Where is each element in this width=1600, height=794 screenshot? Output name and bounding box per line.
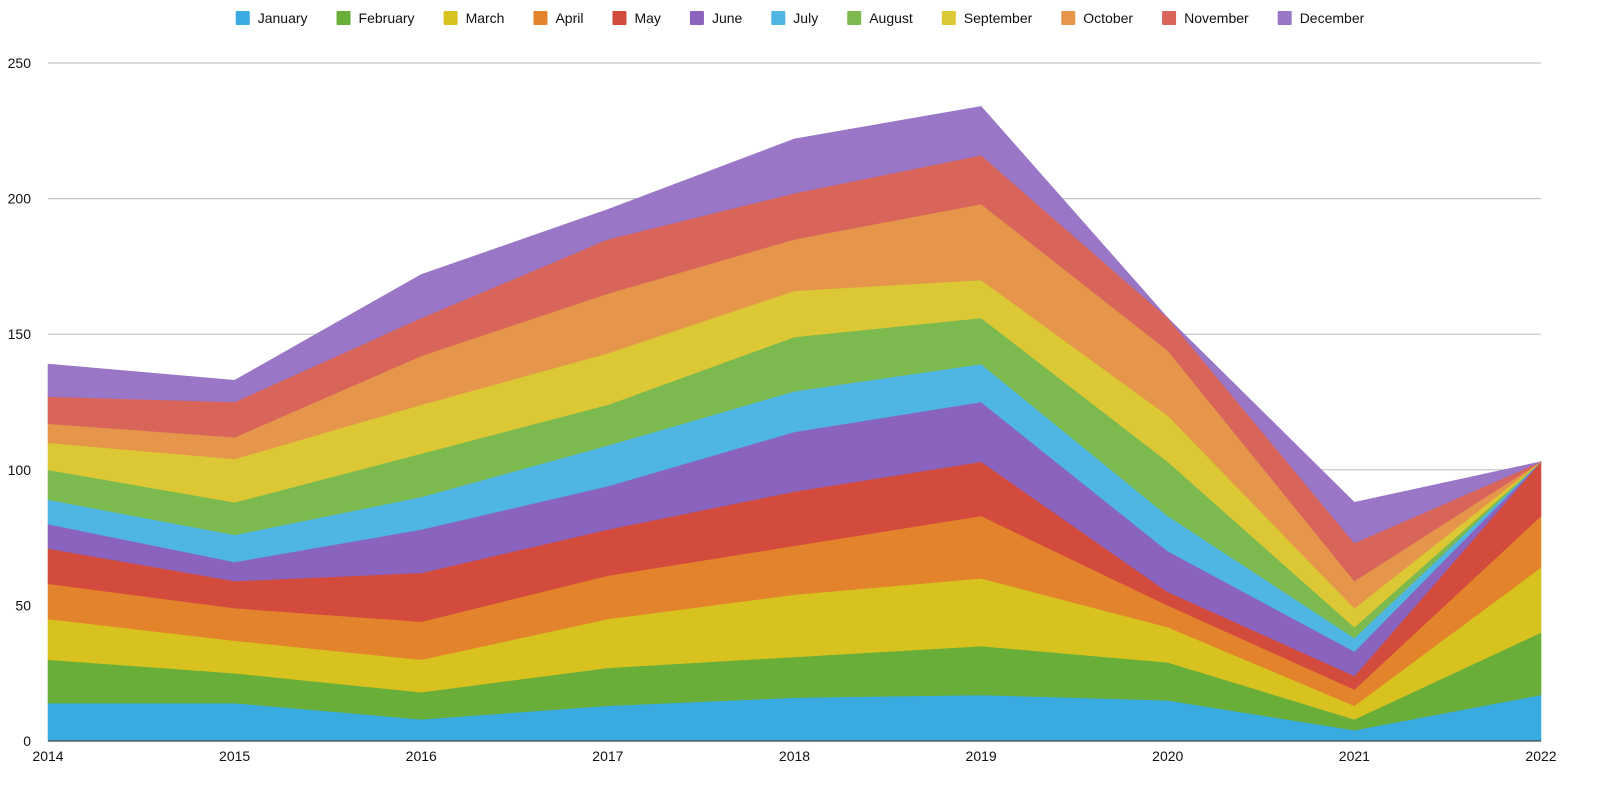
y-tick-label-50: 50 — [15, 597, 31, 613]
legend-item-april[interactable]: April — [533, 10, 583, 26]
y-tick-label-0: 0 — [23, 733, 31, 749]
legend-label-june: June — [712, 10, 743, 26]
legend-item-july[interactable]: July — [771, 10, 818, 26]
legend-item-february[interactable]: February — [336, 10, 415, 26]
y-tick-label-250: 250 — [8, 55, 32, 71]
legend-swatch-april — [533, 11, 548, 25]
x-tick-label-2015: 2015 — [219, 748, 250, 764]
x-tick-label-2020: 2020 — [1152, 748, 1183, 764]
legend-label-july: July — [793, 10, 818, 26]
legend-item-september[interactable]: September — [941, 10, 1033, 26]
x-tick-label-2019: 2019 — [966, 748, 997, 764]
legend-item-august[interactable]: August — [847, 10, 913, 26]
legend-swatch-march — [443, 11, 458, 25]
x-tick-label-2016: 2016 — [406, 748, 437, 764]
x-tick-label-2017: 2017 — [592, 748, 623, 764]
legend-swatch-september — [941, 11, 956, 25]
legend-label-february: February — [359, 10, 415, 26]
x-tick-label-2022: 2022 — [1525, 748, 1556, 764]
area-series-group — [47, 106, 1542, 742]
y-tick-label-150: 150 — [8, 326, 32, 342]
legend-label-may: May — [634, 10, 660, 26]
legend-swatch-october — [1061, 11, 1076, 25]
legend-item-november[interactable]: November — [1162, 10, 1249, 26]
legend-item-may[interactable]: May — [612, 10, 661, 26]
legend-label-december: December — [1300, 10, 1365, 26]
legend-label-august: August — [869, 10, 913, 26]
legend-swatch-may — [612, 11, 627, 25]
x-tick-label-2018: 2018 — [779, 748, 810, 764]
legend-item-october[interactable]: October — [1061, 10, 1133, 26]
legend-swatch-july — [771, 11, 786, 25]
x-tick-label-2014: 2014 — [32, 748, 63, 764]
x-tick-label-2021: 2021 — [1339, 748, 1370, 764]
area-december — [47, 106, 1542, 544]
legend-item-december[interactable]: December — [1277, 10, 1365, 26]
legend-label-april: April — [555, 10, 583, 26]
legend-label-january: January — [258, 10, 308, 26]
legend-item-january[interactable]: January — [235, 10, 308, 26]
legend-item-june[interactable]: June — [689, 10, 743, 26]
legend-label-november: November — [1184, 10, 1249, 26]
legend-label-march: March — [466, 10, 505, 26]
legend-label-october: October — [1083, 10, 1133, 26]
legend-swatch-august — [847, 11, 862, 25]
legend-swatch-december — [1277, 11, 1292, 25]
legend: January February March April May June July Augu… — [235, 10, 1365, 26]
legend-label-september: September — [964, 10, 1033, 26]
legend-swatch-november — [1162, 11, 1177, 25]
y-tick-label-200: 200 — [8, 191, 32, 207]
legend-swatch-february — [336, 11, 351, 25]
legend-item-march[interactable]: March — [443, 10, 505, 26]
legend-swatch-june — [689, 11, 704, 25]
axes: 0 50 100 150 200 250 2014 2015 2016 2017 2018 2019 2… — [8, 55, 1557, 764]
y-tick-label-100: 100 — [8, 462, 32, 478]
legend-swatch-january — [235, 11, 250, 25]
